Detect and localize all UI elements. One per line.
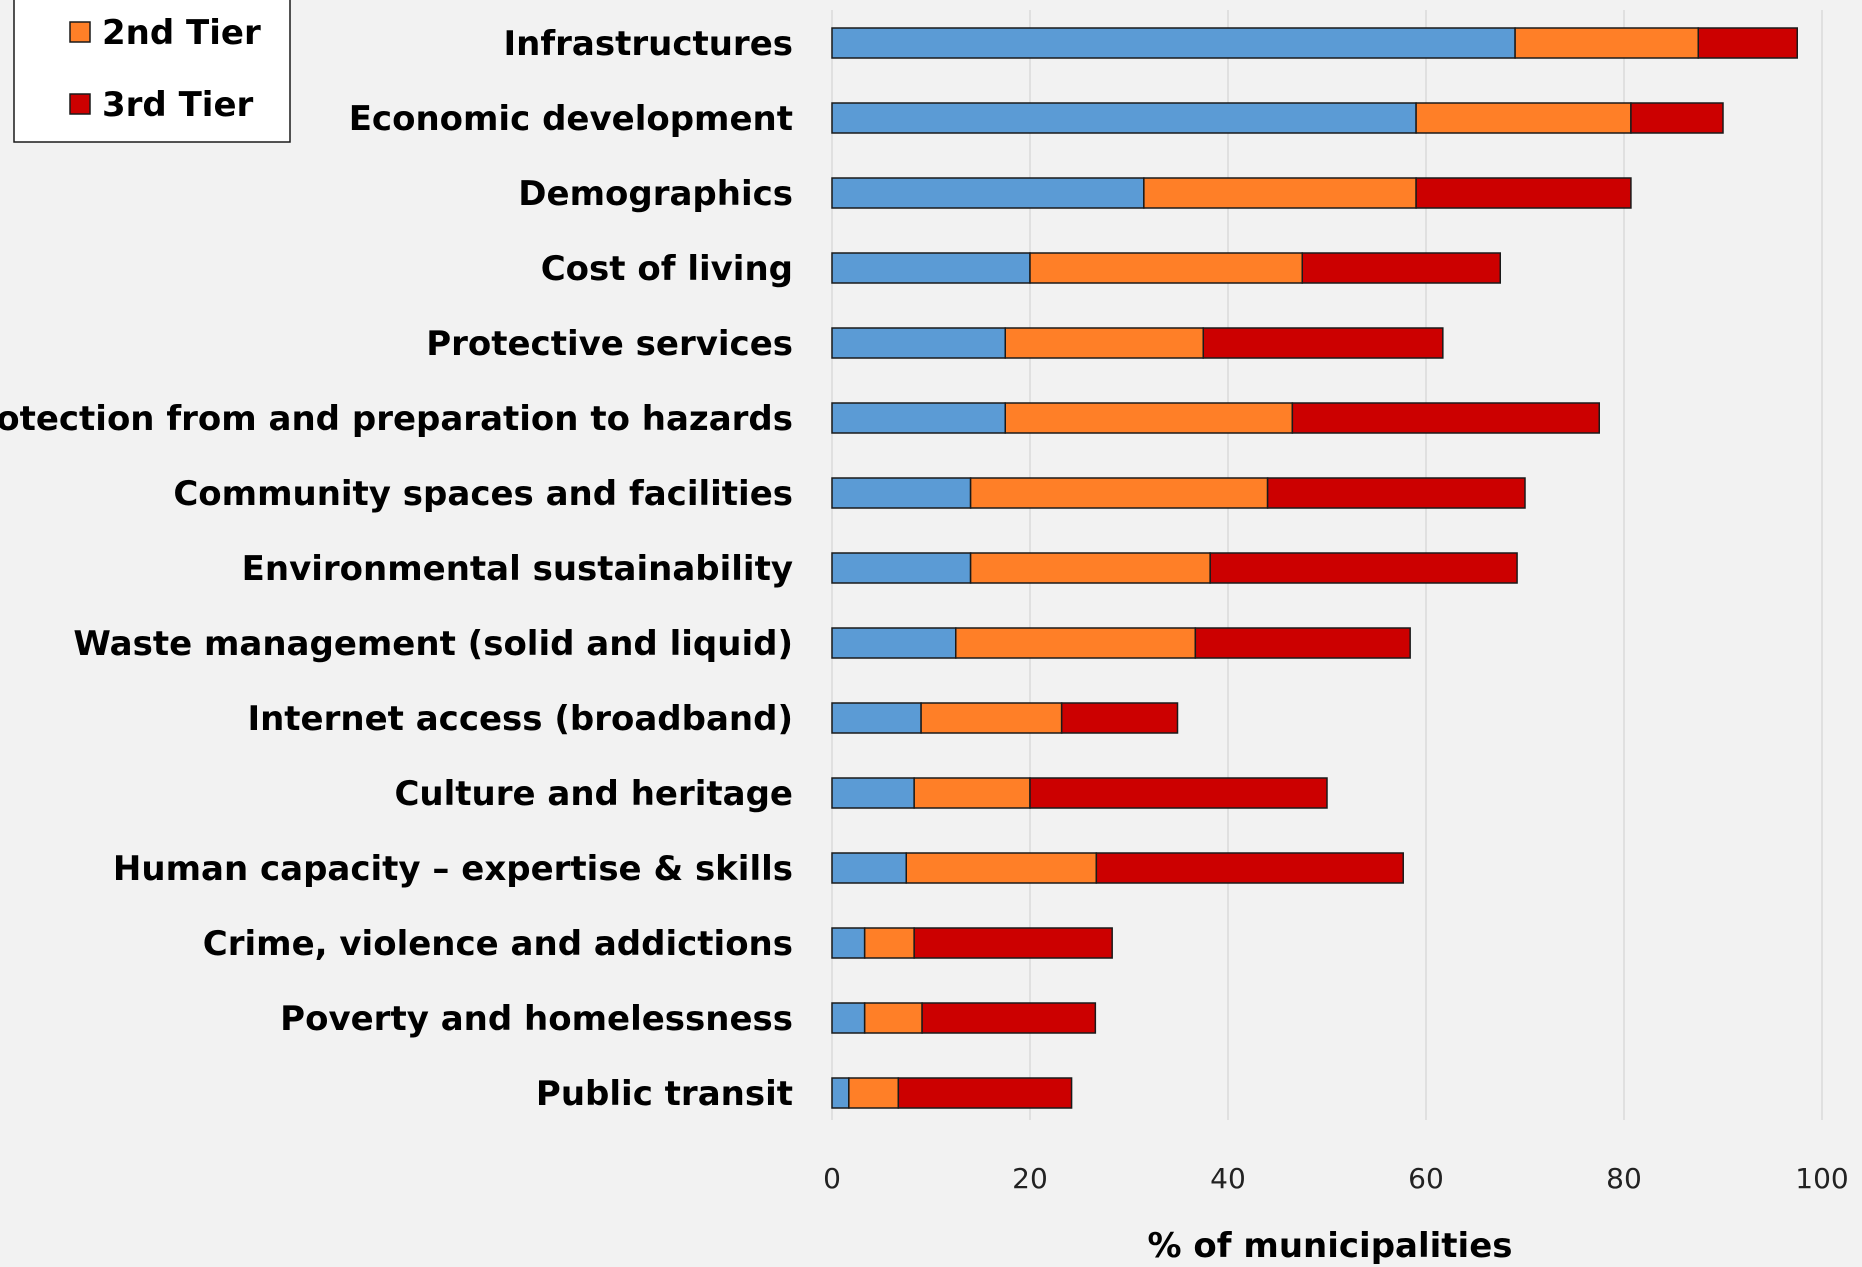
bar-segment-series-3 (1630, 102, 1724, 134)
bar-segment-series-2 (920, 702, 1063, 734)
bar-segment-series-2 (848, 1077, 900, 1109)
legend-swatch (69, 93, 91, 115)
bar-segment-series-2 (1004, 327, 1204, 359)
legend-label: 2nd Tier (102, 13, 261, 53)
category-label: Cost of living (541, 249, 793, 289)
legend-swatch (69, 21, 91, 43)
bar-segment-series-1 (831, 252, 1031, 284)
legend-box (13, 0, 291, 143)
x-tick-label: 100 (1795, 1162, 1848, 1195)
category-label: Infrastructures (504, 24, 794, 64)
category-label: Poverty and homelessness (280, 999, 793, 1039)
category-label: Human capacity – expertise & skills (113, 849, 793, 889)
bar-segment-series-2 (1004, 402, 1294, 434)
legend: 2nd Tier 3rd Tier (13, 0, 291, 143)
bars (831, 27, 1798, 1109)
bar-segment-series-1 (831, 777, 915, 809)
bar-segment-series-1 (831, 1002, 866, 1034)
bar-segment-series-2 (969, 552, 1211, 584)
bar-segment-series-2 (1029, 252, 1303, 284)
category-label: Waste management (solid and liquid) (73, 624, 793, 664)
bar-segment-series-2 (969, 477, 1269, 509)
category-label: Environmental sustainability (242, 549, 793, 589)
bar-segment-series-1 (831, 627, 957, 659)
x-tick-labels: 0 20 40 60 80 100 (823, 1162, 1849, 1195)
bar-segment-series-2 (905, 852, 1098, 884)
bar-segment-series-2 (1514, 27, 1699, 59)
bar-segment-series-1 (831, 327, 1006, 359)
bar-segment-series-2 (913, 777, 1031, 809)
category-label: Demographics (518, 174, 793, 214)
x-tick-label: 40 (1210, 1162, 1246, 1195)
bar-segment-series-1 (831, 852, 907, 884)
bar-segment-series-2 (1415, 102, 1632, 134)
bar-segment-series-3 (1029, 777, 1328, 809)
bar-segment-series-1 (831, 552, 972, 584)
category-label: Economic development (349, 99, 793, 139)
x-tick-label: 80 (1606, 1162, 1642, 1195)
bar-segment-series-3 (1202, 327, 1444, 359)
bar-segment-series-2 (863, 1002, 923, 1034)
category-label: Protection from and preparation to hazar… (0, 399, 793, 439)
bar-segment-series-1 (831, 27, 1516, 59)
category-label: Internet access (broadband) (247, 699, 793, 739)
bar-segment-series-3 (1301, 252, 1501, 284)
x-axis-title: % of municipalities (1148, 1226, 1513, 1266)
bar-segment-series-2 (955, 627, 1197, 659)
bar-segment-series-3 (1415, 177, 1632, 209)
bar-segment-series-3 (1209, 552, 1518, 584)
bar-segment-series-1 (831, 177, 1145, 209)
bar-segment-series-3 (1266, 477, 1526, 509)
category-label: Protective services (426, 324, 793, 364)
category-labels: Infrastructures Economic development Demog… (0, 24, 793, 1114)
bar-segment-series-3 (897, 1077, 1073, 1109)
bar-segment-series-3 (913, 927, 1113, 959)
bar-segment-series-2 (863, 927, 915, 959)
bar-segment-series-3 (1697, 27, 1798, 59)
bar-segment-series-3 (921, 1002, 1097, 1034)
category-label: Community spaces and facilities (173, 474, 793, 514)
bar-segment-series-2 (1143, 177, 1417, 209)
x-tick-label: 0 (823, 1162, 841, 1195)
bar-segment-series-3 (1291, 402, 1600, 434)
category-label: Public transit (536, 1074, 793, 1114)
bar-segment-series-1 (831, 1077, 850, 1109)
bar-segment-series-1 (831, 402, 1006, 434)
bar-segment-series-3 (1095, 852, 1404, 884)
bar-segment-series-1 (831, 477, 972, 509)
bar-segment-series-1 (831, 927, 866, 959)
bar-segment-series-1 (831, 702, 922, 734)
x-tick-label: 20 (1012, 1162, 1048, 1195)
category-label: Culture and heritage (394, 774, 793, 814)
bar-segment-series-3 (1194, 627, 1411, 659)
x-tick-label: 60 (1408, 1162, 1444, 1195)
legend-label: 3rd Tier (102, 85, 254, 125)
bar-segment-series-1 (831, 102, 1417, 134)
bar-segment-series-3 (1060, 702, 1179, 734)
legend-items: 2nd Tier 3rd Tier (69, 13, 261, 125)
category-label: Crime, violence and addictions (203, 924, 793, 964)
